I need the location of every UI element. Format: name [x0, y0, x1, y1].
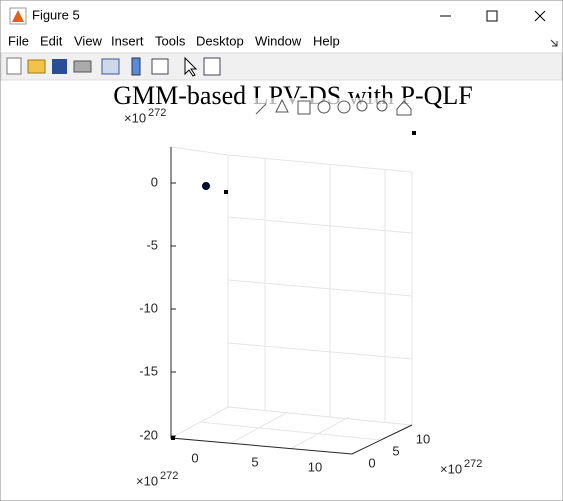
inspector-icon[interactable]	[203, 57, 221, 76]
grid	[170, 146, 413, 455]
home-icon[interactable]	[396, 100, 412, 116]
save-icon[interactable]	[52, 59, 67, 74]
rotate-icon[interactable]	[317, 100, 331, 114]
exponent-power: 272	[464, 458, 482, 470]
print-icon[interactable]	[73, 60, 92, 73]
data-point	[171, 436, 175, 440]
exponent-base: ×10	[440, 461, 462, 476]
close-button[interactable]	[534, 10, 546, 22]
z-tick-label: 0	[151, 174, 158, 189]
datatip-icon[interactable]	[297, 100, 311, 115]
menu-item[interactable]: File	[8, 33, 29, 48]
x-tick-label: 5	[251, 454, 258, 469]
dock-arrow[interactable]	[550, 39, 558, 47]
z-tick-label: -5	[146, 237, 158, 252]
z-tick-label: -15	[139, 363, 158, 378]
toolbar-icons	[6, 56, 221, 77]
menu-item[interactable]: Help	[313, 33, 340, 48]
select-icon[interactable]	[184, 56, 198, 77]
edit-icon[interactable]	[255, 103, 267, 115]
zoom-in-icon[interactable]	[356, 100, 368, 112]
window-title: Figure 5	[32, 7, 80, 22]
pan-icon[interactable]	[337, 100, 351, 114]
brush-icon[interactable]	[275, 98, 289, 113]
axes	[170, 147, 413, 455]
menu-bar: File Edit View Insert Tools Desktop Window Help	[8, 33, 340, 48]
y-tick-label: 10	[416, 431, 430, 446]
exponent-power: 272	[160, 470, 178, 482]
data-point	[412, 131, 416, 135]
data-point	[224, 190, 228, 194]
colorbar-icon[interactable]	[131, 57, 141, 76]
link-icon[interactable]	[101, 58, 120, 75]
menu-item[interactable]: Tools	[155, 33, 186, 48]
menu-item[interactable]: Desktop	[196, 33, 244, 48]
new-icon[interactable]	[6, 57, 22, 75]
app-icon	[9, 7, 27, 25]
menu-item[interactable]: Edit	[40, 33, 63, 48]
x-tick-label: 0	[191, 450, 198, 465]
menu-item[interactable]: Insert	[111, 33, 144, 48]
exponent-base: ×10	[124, 110, 146, 125]
menu-item[interactable]: View	[74, 33, 103, 48]
y-tick-label: 0	[368, 455, 375, 470]
axes-toolbar	[250, 98, 414, 118]
toolbar	[0, 52, 563, 81]
menu-item[interactable]: Window	[255, 33, 302, 48]
y-tick-label: 5	[392, 443, 399, 458]
attractor-point	[202, 182, 210, 190]
exponent-power: 272	[148, 107, 166, 119]
legend-icon[interactable]	[151, 58, 169, 75]
z-tick-label: -20	[139, 427, 158, 442]
zoom-out-icon[interactable]	[376, 100, 388, 112]
exponent-base: ×10	[136, 473, 158, 488]
open-icon[interactable]	[27, 59, 46, 74]
z-tick-label: -10	[139, 300, 158, 315]
x-tick-label: 10	[308, 459, 322, 474]
figure-canvas	[3, 81, 560, 498]
maximize-button[interactable]	[486, 10, 498, 22]
title-bar	[1, 1, 562, 32]
